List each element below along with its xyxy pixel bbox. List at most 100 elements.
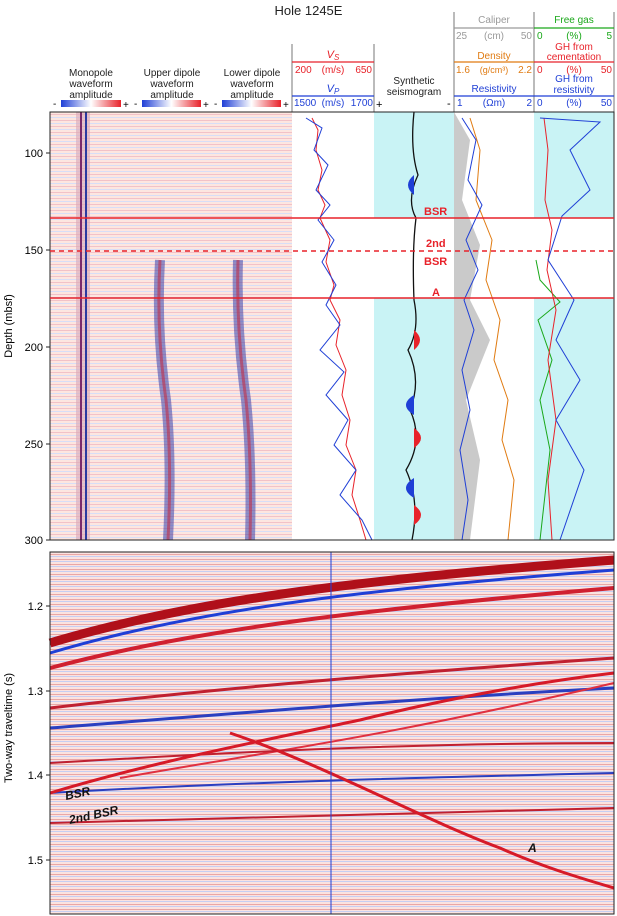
log-figure: VS 200 (m/s) 650 VP 1500 (m/s) 1700 Cali… (3, 12, 615, 547)
seismic-a-label: A (527, 841, 537, 855)
synthetic-plus: + (376, 99, 382, 111)
svg-text:+: + (283, 100, 289, 111)
depth-axis-label: Depth (mbsf) (3, 294, 15, 358)
seismic-reflectors (48, 555, 615, 824)
gh-resistivity-label-2: resistivity (553, 85, 594, 96)
lower-dipole-color-scale: - + (214, 99, 289, 111)
synthetic-label-1: Synthetic (393, 76, 435, 87)
seismic-figure: 1.2 1.3 1.4 1.5 Two-way traveltime (s) B… (3, 551, 615, 915)
traveltime-ticks (46, 605, 50, 861)
free-gas-curve (535, 259, 561, 541)
caliper-unit: (cm) (484, 31, 504, 42)
gh-cementation-label-2: cementation (547, 52, 601, 63)
seismic-bsr-label: BSR (64, 784, 92, 803)
depth-tick-100: 100 (25, 148, 43, 160)
monopole-color-scale: - + (53, 99, 129, 111)
upper-dipole-label-1: Upper dipole (143, 68, 201, 79)
resistivity-unit: (Ωm) (483, 98, 505, 109)
lower-dipole-header: Lower dipole waveform amplitude (212, 68, 292, 101)
lower-dipole-label-3: amplitude (230, 90, 274, 101)
monopole-header: Monopole waveform amplitude (50, 68, 132, 101)
tt-tick-1: 1.2 (28, 601, 43, 613)
tt-tick-2: 1.3 (28, 686, 43, 698)
synthetic-label-2: seismogram (386, 87, 442, 98)
vp-unit: (m/s) (322, 98, 345, 109)
a-reflector (229, 731, 615, 890)
vs-unit: (m/s) (322, 65, 345, 76)
density-min: 1.6 (456, 65, 470, 76)
seismic-section (50, 552, 614, 914)
monopole-label-1: Monopole (69, 68, 113, 79)
gh-resistivity-min: 0 (537, 98, 543, 109)
figure-title: Hole 1245E (274, 3, 343, 18)
resistivity-max: 2 (526, 98, 532, 109)
resistivity-label: Resistivity (471, 84, 516, 95)
free-gas-min: 0 (537, 31, 543, 42)
tt-tick-4: 1.5 (28, 855, 43, 867)
lower-dipole-label-2: waveform (230, 79, 274, 90)
gh-cementation-curve (543, 117, 557, 541)
caliper-min: 25 (456, 31, 468, 42)
monopole-label-3: amplitude (69, 90, 113, 101)
upper-dipole-header: Upper dipole waveform amplitude (132, 68, 212, 101)
upper-dipole-waveform (153, 259, 175, 541)
resistivity-min: 1 (457, 98, 463, 109)
upper-dipole-color-scale: - + (134, 99, 209, 111)
caliper-label: Caliper (478, 15, 510, 26)
hydrate-track (534, 112, 614, 540)
traveltime-axis-label: Two-way traveltime (s) (3, 673, 15, 783)
tt-tick-3: 1.4 (28, 770, 43, 782)
gh-cementation-unit: (%) (566, 65, 582, 76)
depth-tick-300: 300 (25, 535, 43, 547)
synthetic-minus: - (447, 98, 451, 110)
synthetic-trace (405, 111, 421, 541)
upper-dipole-label-2: waveform (150, 79, 194, 90)
depth-ticks (46, 152, 50, 541)
depth-tick-250: 250 (25, 439, 43, 451)
density-label: Density (477, 51, 510, 62)
gh-resistivity-max: 50 (601, 98, 613, 109)
lower-dipole-label-1: Lower dipole (223, 68, 281, 79)
upper-dipole-label-3: amplitude (150, 90, 194, 101)
depth-tick-200: 200 (25, 342, 43, 354)
free-gas-label: Free gas (554, 15, 593, 26)
svg-text:+: + (123, 100, 129, 111)
monopole-waveform (76, 112, 90, 540)
gh-resistivity-curve (539, 117, 602, 541)
svg-text:-: - (214, 99, 217, 110)
vs-max: 650 (355, 65, 372, 76)
vp-label: VP (327, 83, 340, 96)
vp-max: 1700 (351, 98, 374, 109)
gh-cementation-label-1: GH from (555, 42, 593, 53)
monopole-track (50, 112, 132, 540)
vp-min: 1500 (294, 98, 317, 109)
velocity-track (292, 112, 374, 540)
bsr-reflector (49, 671, 615, 795)
svg-text:+: + (203, 100, 209, 111)
free-gas-unit: (%) (566, 31, 582, 42)
caliper-max: 50 (521, 31, 533, 42)
second-marker-1: 2nd (426, 238, 446, 250)
gh-resistivity-unit: (%) (566, 98, 582, 109)
gh-resistivity-label-1: GH from (555, 74, 593, 85)
free-gas-max: 5 (606, 31, 612, 42)
density-unit: (g/cm³) (480, 65, 509, 75)
vp-curve (305, 117, 373, 541)
density-max: 2.2 (518, 65, 532, 76)
second-marker-2: BSR (424, 256, 447, 268)
depth-tick-150: 150 (25, 245, 43, 257)
lower-dipole-waveform (232, 259, 256, 541)
monopole-label-2: waveform (69, 79, 113, 90)
svg-text:-: - (134, 99, 137, 110)
resistivity-curve (459, 117, 483, 541)
vs-label: VS (327, 49, 340, 62)
bsr-marker: BSR (424, 206, 447, 218)
vs-min: 200 (295, 65, 312, 76)
vs-curve (311, 117, 367, 541)
caliper-fill (454, 112, 490, 540)
svg-text:-: - (53, 99, 56, 110)
density-curve (469, 117, 515, 541)
synthetic-header: Synthetic seismogram (374, 76, 454, 98)
gh-cementation-min: 0 (537, 65, 543, 76)
gh-cementation-max: 50 (601, 65, 613, 76)
